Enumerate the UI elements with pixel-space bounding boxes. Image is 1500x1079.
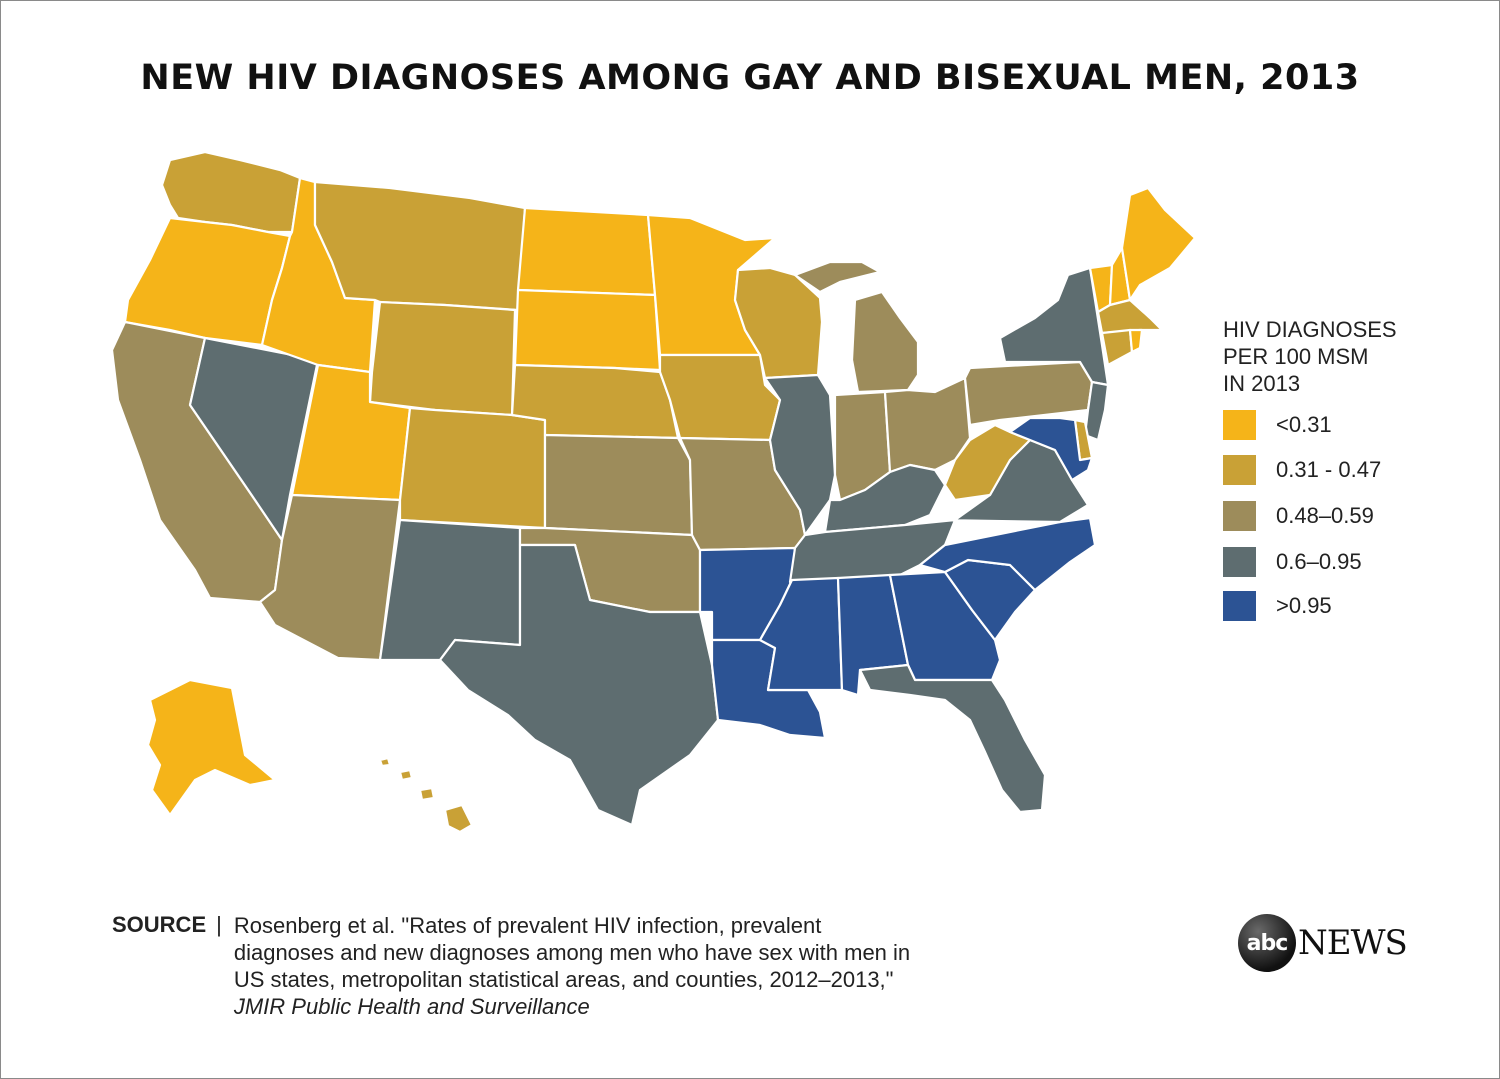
legend-title-line: HIV DIAGNOSES <box>1223 317 1397 342</box>
state-WY[interactable] <box>368 300 517 417</box>
legend-item: <0.31 <box>1223 410 1332 440</box>
news-wordmark: NEWS <box>1298 923 1408 963</box>
source-separator: | <box>216 912 222 937</box>
state-NJ[interactable] <box>1083 380 1110 442</box>
state-ND[interactable] <box>516 206 657 297</box>
legend-label: 0.31 - 0.47 <box>1276 457 1382 482</box>
legend-swatch <box>1223 455 1256 485</box>
legend-item: 0.48–0.59 <box>1223 501 1374 531</box>
state-MS[interactable] <box>758 576 844 692</box>
state-SD[interactable] <box>513 288 662 372</box>
legend-item: >0.95 <box>1223 591 1332 621</box>
state-KS[interactable] <box>543 433 694 537</box>
state-MD[interactable] <box>1008 416 1094 482</box>
state-MT[interactable] <box>313 180 527 312</box>
abc-news-logo: abc NEWS <box>1238 914 1408 972</box>
state-PA[interactable] <box>963 360 1094 427</box>
legend-swatch <box>1223 547 1256 577</box>
state-HI[interactable] <box>378 756 474 834</box>
legend-item: 0.31 - 0.47 <box>1223 455 1381 485</box>
state-MI[interactable] <box>793 260 920 394</box>
legend-swatch <box>1223 410 1256 440</box>
source-journal: JMIR Public Health and Surveillance <box>233 994 590 1019</box>
state-NM[interactable] <box>378 518 522 662</box>
legend-swatch <box>1223 501 1256 531</box>
legend-label: >0.95 <box>1276 593 1332 618</box>
legend-title-line: IN 2013 <box>1223 371 1301 396</box>
state-ME[interactable] <box>1120 186 1197 302</box>
legend-title: HIV DIAGNOSES PER 100 MSM IN 2013 <box>1223 316 1453 397</box>
source-citation: Rosenberg et al. "Rates of prevalent HIV… <box>234 912 1034 1020</box>
state-CO[interactable] <box>398 406 547 530</box>
source-line: Rosenberg et al. "Rates of prevalent HIV… <box>233 913 822 938</box>
source-line: diagnoses and new diagnoses among men wh… <box>233 940 911 965</box>
state-NC[interactable] <box>918 516 1097 592</box>
legend-label: <0.31 <box>1276 412 1332 437</box>
legend-label: 0.48–0.59 <box>1276 503 1374 528</box>
state-RI[interactable] <box>1128 328 1144 354</box>
source-key: SOURCE <box>112 912 207 937</box>
source-note: SOURCE | Rosenberg et al. "Rates of prev… <box>112 912 1034 1020</box>
abc-logo-circle: abc <box>1238 914 1296 972</box>
state-NY[interactable] <box>998 266 1110 387</box>
legend-label: 0.6–0.95 <box>1276 549 1362 574</box>
state-TX[interactable] <box>438 543 720 827</box>
state-CT[interactable] <box>1100 328 1134 367</box>
legend-title-line: PER 100 MSM <box>1223 344 1369 369</box>
state-AK[interactable] <box>146 678 277 817</box>
source-line: US states, metropolitan statistical area… <box>233 967 894 992</box>
state-FL[interactable] <box>858 663 1047 814</box>
state-AZ[interactable] <box>258 493 402 662</box>
map-title: NEW HIV DIAGNOSES AMONG GAY AND BISEXUAL… <box>140 58 1360 98</box>
legend-swatch <box>1223 591 1256 621</box>
legend-item: 0.6–0.95 <box>1223 547 1362 577</box>
